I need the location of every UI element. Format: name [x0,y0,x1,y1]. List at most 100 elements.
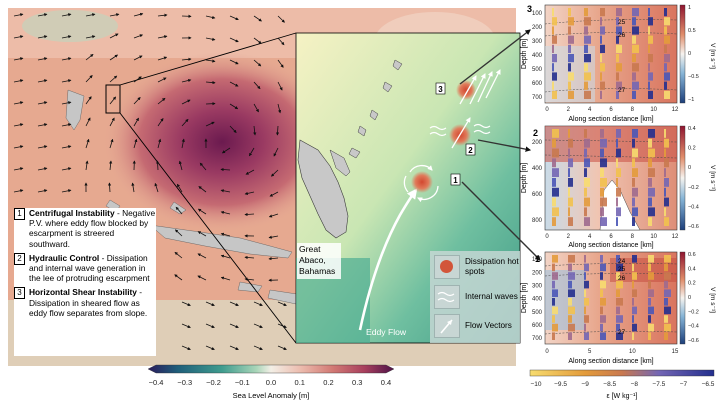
epsilon-profile-bar [632,187,638,197]
sla-tick: 0.1 [295,378,305,387]
epsilon-profile-bar [552,289,558,297]
epsilon-profile-bar [616,26,622,35]
epsilon-profile-bar [664,148,666,158]
flow-vector-arrow [13,57,24,61]
epsilon-profile-bar [584,8,588,17]
epsilon-profile-bar [584,217,590,226]
place-label-3: Bahamas [299,266,335,276]
key-vectors: Flow Vectors [434,314,519,338]
epsilon-profile-bar [632,158,635,168]
flow-vector-arrow [229,103,239,110]
epsilon-profile-bar [584,315,589,323]
epsilon-profile-bar [600,63,605,72]
epsilon-profile-bar [552,187,559,197]
xtick-p2: 0 [545,234,549,240]
epsilon-profile-bar [568,44,571,53]
flow-vector-arrow [244,212,255,217]
epsilon-profile-bar [568,332,572,340]
epsilon-profile-bar [616,81,622,90]
epsilon-profile-bar [568,148,570,158]
flow-vector-arrow [198,186,207,193]
flow-vector-arrow [220,167,231,172]
epsilon-profile-bar [616,72,619,81]
contour-label-25-p1: 25 [618,266,626,273]
ytick-p1: 600 [532,323,543,329]
flow-vector-arrow [131,182,135,193]
xtick-p1: 0 [545,349,549,355]
flow-vector-arrow [13,189,24,193]
contour-label-27-p1: 27 [618,329,626,336]
xtick-p3: 8 [631,107,635,113]
flow-vector-arrow [205,323,215,328]
legend-desc-1: - Negative P.V. where eddy flow blocked … [29,208,156,249]
vlabel-p3: V [m s⁻¹] [709,43,716,69]
epsilon-profile-bar [664,272,671,280]
flow-vector-arrow [277,59,284,68]
contour-label-26-p1: 26 [618,275,626,282]
epsilon-profile-bar [664,63,667,72]
epsilon-profile-bar [632,263,634,272]
flow-vector-arrow [275,125,280,136]
flow-vector-arrow [199,162,207,171]
flow-vector-arrow [133,55,143,61]
epsilon-profile-bar [632,148,638,158]
flow-vector-arrow [13,79,24,83]
legend-text-1: Centrifugal Instability - Negative P.V. … [29,208,156,249]
epsilon-profile-bar [600,35,602,44]
epsilon-profile-bar [648,35,653,44]
epsilon-profile-bar [600,263,606,272]
epsilon-profile-bar [616,8,622,17]
epsilon-profile-bar [648,44,650,53]
vtick-p1: 0.6 [688,252,696,258]
epsilon-profile-bar [568,187,570,197]
epsilon-profile-bar [616,44,622,53]
sla-tick: −0.2 [206,378,221,387]
epsilon-profile-bar [600,138,607,148]
flow-vector-arrow [181,118,189,127]
epsilon-profile-bar [552,54,557,63]
epsilon-profile-bar [616,272,620,280]
v-colorbar-p3 [679,4,686,104]
flow-vector-arrow [61,145,72,149]
epsilon-profile-bar [584,168,587,177]
vtick-p2: 0.4 [688,126,696,132]
ytick-p1: 100 [532,257,543,263]
flow-vector-arrow [197,208,207,215]
epsilon-profile-bar [584,323,586,332]
ytick-p1: 300 [532,283,543,289]
flow-vectors [13,12,287,350]
epsilon-profile-bar [648,17,653,26]
epsilon-profile-bar [664,35,670,44]
epsilon-profile-bar [664,332,668,340]
flow-vector-arrow [109,138,114,149]
flow-vector-arrow [277,15,285,23]
flow-vector-arrow [229,81,239,87]
xtick-p1: 5 [588,349,592,355]
epsilon-profile-bar [648,148,655,158]
legend-desc-2: - Dissipation and internal wave generati… [29,252,150,284]
flow-vector-arrow [178,160,183,171]
vlabel-p2: V [m s⁻¹] [709,165,716,191]
epsilon-profile-bar [616,35,619,44]
epsilon-profile-bar [552,263,555,272]
flow-vector-arrow [61,35,72,39]
flow-vector-arrow [197,275,207,281]
epsilon-profile-bar [552,138,556,148]
flow-vector-arrow [268,235,279,239]
epsilon-profile-bar [616,158,618,168]
flow-vector-arrow [205,301,215,306]
place-label-1: Great [299,244,321,254]
flow-vector-arrow [253,15,262,22]
flow-vector-arrow [277,81,283,91]
epsilon-profile-bar [600,17,602,26]
flow-vector-arrow [157,56,168,61]
epsilon-profile-bar [568,197,573,207]
epsilon-profile-bar [600,315,606,323]
epsilon-profile-bar [632,207,638,217]
flow-vector-arrow [157,77,167,83]
section-panel-3 [544,4,678,104]
epsilon-profile-bar [648,255,654,263]
epsilon-profile-bar [616,17,619,26]
flow-vector-arrow [205,121,215,127]
